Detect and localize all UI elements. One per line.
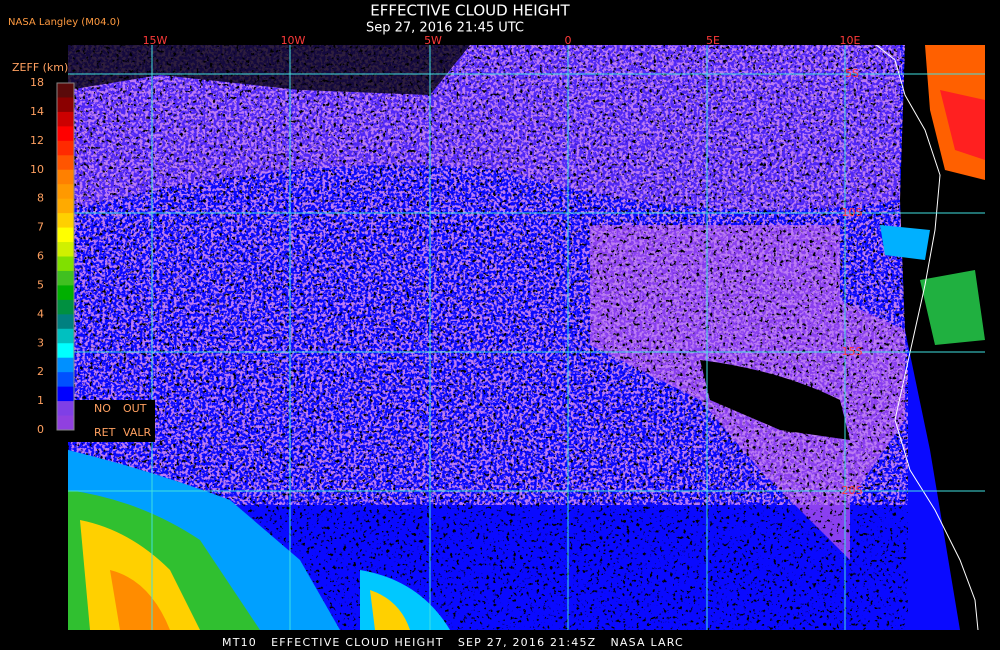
colorbar-label: 10 (30, 163, 44, 176)
cloud-high (940, 90, 985, 160)
colorbar-frame (56, 82, 75, 431)
colorbar-cell (57, 415, 74, 431)
legend-note: VALR (123, 426, 151, 439)
colorbar-cell (57, 386, 74, 402)
colorbar-cell (57, 97, 74, 113)
title: EFFECTIVE CLOUD HEIGHT (370, 2, 570, 20)
colorbar-label: 6 (37, 250, 44, 263)
colorbar-cell (57, 169, 74, 185)
colorbar-label: 7 (37, 221, 44, 234)
coastline (875, 45, 979, 630)
map (68, 45, 985, 630)
colorbar-cell (57, 198, 74, 214)
colorbar-cell (57, 328, 74, 344)
cloud-high (370, 590, 410, 630)
longitude-label: 15W (143, 34, 168, 47)
legend-title: ZEFF (km) (12, 61, 68, 74)
latitude-label: 20S (842, 484, 863, 497)
colorbar-cell (57, 83, 74, 98)
colorbar-label: 2 (37, 365, 44, 378)
clear-sky (68, 45, 470, 95)
colorbar-label: 12 (30, 134, 44, 147)
cloud-high (920, 270, 985, 345)
colorbar-cell (57, 126, 74, 142)
colorbar-cell (57, 299, 74, 315)
source: NASA Langley (M04.0) (8, 17, 120, 28)
colorbar-cell (57, 314, 74, 330)
colorbar-cell (57, 401, 74, 417)
colorbar-label: 18 (30, 76, 44, 89)
colorbar-cell (57, 213, 74, 229)
colorbar-label: 8 (37, 192, 44, 205)
latitude-label: 10S (842, 206, 863, 219)
colorbar-cell (57, 372, 74, 388)
cloud-high (80, 520, 200, 630)
clear-sky (700, 360, 850, 440)
longitude-label: 10E (840, 34, 861, 47)
legend-note: RET (94, 426, 116, 439)
colorbar-label: 4 (37, 307, 44, 320)
colorbar-cell (57, 357, 74, 373)
colorbar-label: 1 (37, 394, 44, 407)
subtitle: Sep 27, 2016 21:45 UTC (366, 21, 524, 36)
latitude-label: 15S (842, 345, 863, 358)
colorbar-cell (57, 140, 74, 156)
colorbar-cell (57, 343, 74, 359)
colorbar-cell (57, 227, 74, 243)
colorbar-label: 0 (37, 423, 44, 436)
colorbar-cell (57, 111, 74, 127)
cloud-high (110, 570, 170, 630)
colorbar-cell (57, 270, 74, 286)
colorbar-label: 3 (37, 336, 44, 349)
colorbar-label: 5 (37, 278, 44, 291)
longitude-label: 5W (424, 34, 442, 47)
colorbar-cell (57, 256, 74, 272)
colorbar-cell (57, 242, 74, 257)
longitude-label: 10W (281, 34, 306, 47)
footer: MT10 EFFECTIVE CLOUD HEIGHT SEP 27, 2016… (222, 636, 684, 649)
legend-note: NO (94, 402, 111, 415)
colorbar-cell (57, 155, 74, 171)
longitude-label: 5E (706, 34, 720, 47)
longitude-label: 0 (565, 34, 572, 47)
legend-note: OUT (123, 402, 147, 415)
colorbar-cell (57, 285, 74, 301)
colorbar-label: 14 (30, 105, 44, 118)
colorbar-cell (57, 184, 74, 200)
cloud-high (880, 225, 930, 260)
latitude-label: 5S (845, 67, 859, 80)
graticule (68, 45, 985, 630)
